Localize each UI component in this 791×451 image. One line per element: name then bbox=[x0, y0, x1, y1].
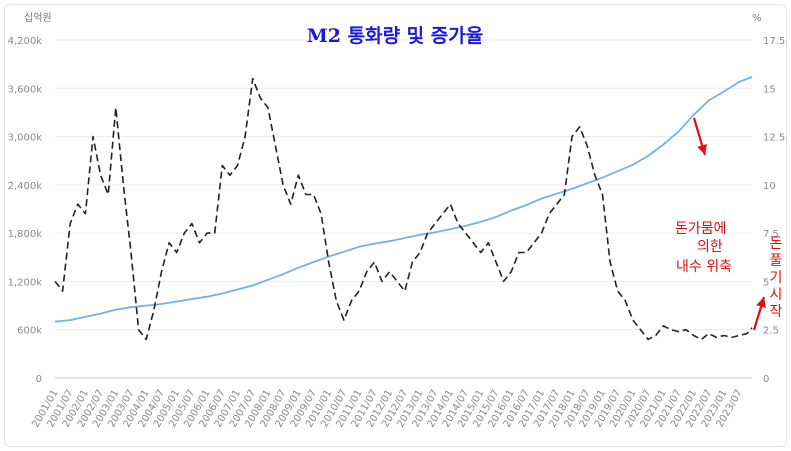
up-arrow-head bbox=[756, 297, 766, 309]
left-tick-label: 3,600k bbox=[8, 84, 43, 95]
annotation-char: 시 bbox=[770, 287, 783, 303]
annotation-char: 돈 bbox=[770, 236, 783, 252]
chart-frame bbox=[4, 4, 787, 447]
annotation-char: 작 bbox=[770, 304, 783, 320]
m2-volume-line bbox=[54, 76, 753, 323]
chart-title: M2 통화량 및 증가율 bbox=[307, 25, 483, 47]
left-tick-label: 600k bbox=[17, 326, 42, 337]
left-tick-label: 1,800k bbox=[8, 229, 43, 240]
right-axis-ticks: 0 2.5 5 7.5 10 12.5 15 17.5 bbox=[763, 36, 785, 385]
annotation-char: 풀 bbox=[770, 253, 783, 269]
right-tick-label: 5 bbox=[763, 277, 769, 288]
m2-growth-rate-line bbox=[54, 77, 753, 341]
annotation-char: 기 bbox=[770, 270, 783, 286]
left-tick-label: 3,000k bbox=[8, 133, 43, 144]
right-tick-label: 2.5 bbox=[763, 326, 779, 337]
right-tick-label: 7.5 bbox=[763, 229, 779, 240]
right-tick-label: 15 bbox=[763, 84, 776, 95]
right-tick-label: 12.5 bbox=[763, 133, 785, 144]
gridlines bbox=[55, 39, 752, 379]
left-tick-label: 0 bbox=[36, 374, 42, 385]
annotation-text: 내수 위축 bbox=[676, 259, 732, 275]
left-axis-ticks: 0 600k 1,200k 1,800k 2,400k 3,000k 3,600k 4,200… bbox=[8, 36, 43, 385]
x-axis-ticks: 2001/012001/072002/012002/072003/012003/… bbox=[30, 388, 745, 429]
left-tick-label: 1,200k bbox=[8, 277, 43, 288]
right-tick-label: 10 bbox=[763, 181, 776, 192]
left-axis-unit: 십억원 bbox=[24, 12, 52, 24]
left-tick-label: 4,200k bbox=[8, 36, 43, 47]
right-axis-unit: % bbox=[752, 13, 762, 24]
annotation-text: 돈가뭄에 bbox=[675, 221, 727, 237]
right-tick-label: 17.5 bbox=[763, 36, 785, 47]
left-tick-label: 2,400k bbox=[8, 181, 43, 192]
right-tick-label: 0 bbox=[763, 374, 769, 385]
annotation-arrows bbox=[692, 117, 766, 331]
series-lines bbox=[54, 76, 753, 341]
annotation-text: 의한 bbox=[697, 239, 723, 255]
down-arrow-head bbox=[697, 143, 707, 155]
